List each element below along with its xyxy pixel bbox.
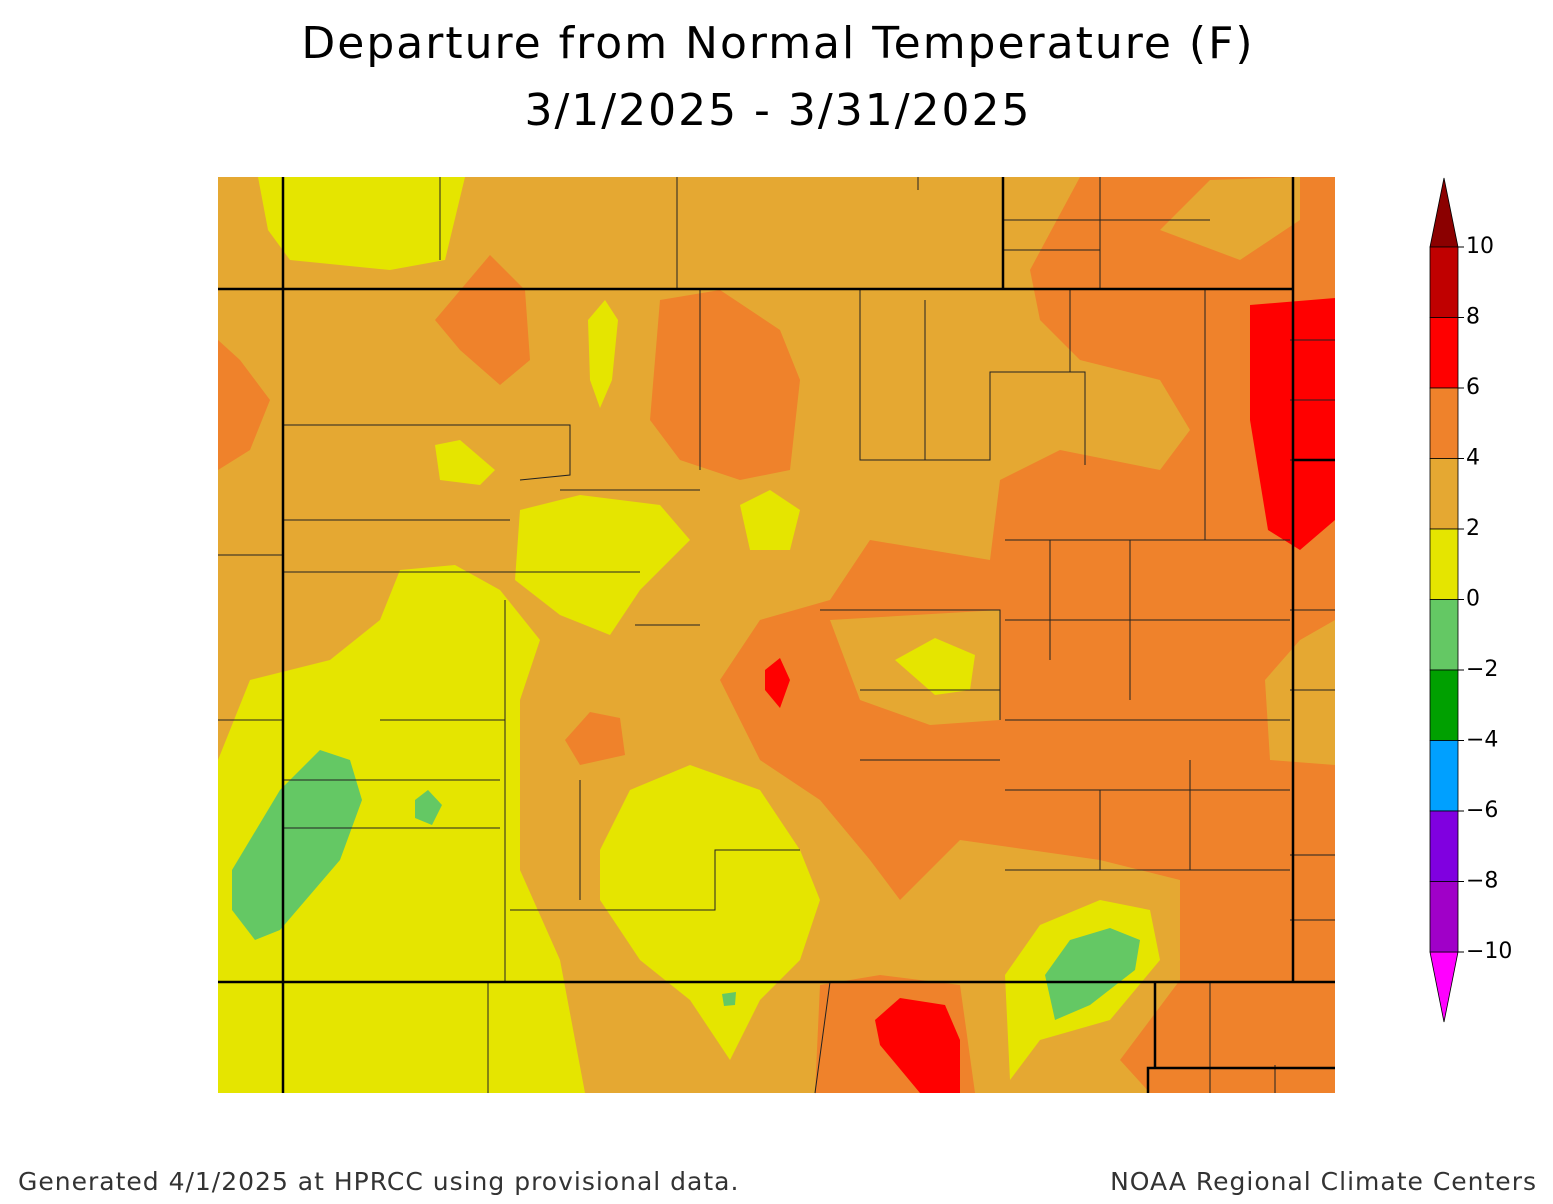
cool-region — [258, 177, 465, 270]
colorbar-tick-label: −2 — [1466, 657, 1498, 682]
colorbar-tick-label: −10 — [1466, 939, 1512, 964]
cold-region — [1045, 928, 1140, 1020]
cool-region — [435, 440, 495, 485]
colorbar-bin — [1429, 317, 1459, 389]
cold-region — [232, 750, 362, 940]
title-line-2: 3/1/2025 - 3/31/2025 — [524, 85, 1031, 136]
cold-region — [722, 992, 736, 1006]
cool-region — [895, 638, 975, 695]
footer-right: NOAA Regional Climate Centers — [1110, 1167, 1537, 1196]
warm-region — [720, 177, 1335, 1093]
cool-region — [588, 300, 618, 408]
map — [218, 177, 1335, 1094]
colorbar-bin — [1429, 740, 1459, 812]
cool-region — [515, 495, 690, 635]
warm-region — [435, 255, 530, 385]
cool-region — [218, 565, 585, 1093]
footer-left: Generated 4/1/2025 at HPRCC using provis… — [18, 1167, 739, 1196]
cool-region — [600, 765, 820, 1060]
colorbar-bin — [1429, 881, 1459, 953]
colorbar-tick-label: −6 — [1466, 798, 1498, 823]
colorbar-tick-label: 10 — [1466, 234, 1494, 259]
cool-region — [740, 490, 800, 550]
colorbar-bin — [1429, 246, 1459, 318]
colorbar-bin — [1429, 528, 1459, 600]
colorbar-under — [1429, 951, 1459, 1023]
colorbar: 10 8 6 4 2 0 −2 −4 −6 −8 −10 — [1429, 177, 1512, 1023]
hot-region — [765, 658, 790, 708]
colorbar-tick-label: −8 — [1466, 869, 1498, 894]
title-line-1: Departure from Normal Temperature (F) — [301, 18, 1254, 69]
colorbar-over — [1429, 177, 1459, 248]
colorbar-bin — [1429, 387, 1459, 459]
colorbar-tick-label: 6 — [1466, 375, 1480, 400]
warm-region — [218, 340, 270, 470]
colorbar-tick-label: 8 — [1466, 305, 1480, 330]
colorbar-bin — [1429, 458, 1459, 530]
mild-region — [1265, 620, 1335, 765]
colorbar-bin — [1429, 599, 1459, 671]
colorbar-tick-label: 2 — [1466, 516, 1480, 541]
cold-region — [415, 790, 442, 825]
colorbar-tick-label: −4 — [1466, 728, 1498, 753]
hot-region — [875, 998, 960, 1093]
warm-region — [650, 290, 800, 480]
colorbar-tick-label: 4 — [1466, 446, 1480, 471]
colorbar-bin — [1429, 669, 1459, 741]
mild-region — [1160, 177, 1300, 260]
colorbar-bin — [1429, 810, 1459, 882]
warm-region — [565, 712, 625, 765]
colorbar-tick-label: 0 — [1466, 587, 1480, 612]
